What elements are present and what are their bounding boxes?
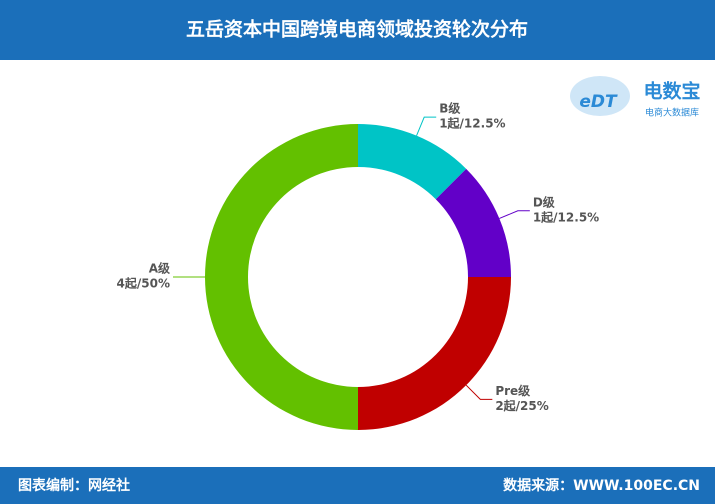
slice-label: D级 [533,194,555,209]
value-label: 2起/25% [495,398,548,413]
slice-label: Pre级 [495,383,530,398]
chart-title: 五岳资本中国跨境电商领域投资轮次分布 [186,18,528,41]
value-label: 1起/12.5% [439,116,505,131]
donut-slice [435,168,511,277]
leader-line [499,210,530,219]
donut-slice [358,277,511,430]
leader-line [416,116,437,136]
slice-label: B级 [439,101,460,116]
logo-mark: eDT [579,92,618,112]
value-label: 1起/12.5% [533,209,599,224]
logo-cloud [570,76,630,116]
footer-bar [0,467,715,504]
header-bar [0,0,715,60]
logo-name: 电数宝 [643,80,700,103]
footer-left: 图表编制：网经社 [18,477,130,494]
slice-label: A级 [149,261,170,276]
leader-line [465,384,493,400]
donut-slice [205,124,358,430]
logo: eDT 电数宝 电商大数据库 [570,76,701,119]
footer-right: 数据来源：WWW.100EC.CN [503,477,700,494]
donut-slice [358,124,467,200]
logo-tagline: 电商大数据库 [645,107,699,119]
value-label: 4起/50% [117,276,170,291]
